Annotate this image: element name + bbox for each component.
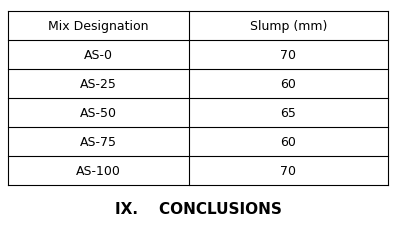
Text: 60: 60 <box>280 78 296 91</box>
Text: AS-0: AS-0 <box>84 49 113 62</box>
Text: AS-50: AS-50 <box>80 106 117 119</box>
Text: 60: 60 <box>280 135 296 148</box>
Text: Slump (mm): Slump (mm) <box>249 20 327 33</box>
Text: 70: 70 <box>280 164 296 177</box>
Text: 70: 70 <box>280 49 296 62</box>
Text: Mix Designation: Mix Designation <box>48 20 148 33</box>
Text: AS-75: AS-75 <box>80 135 117 148</box>
Text: AS-100: AS-100 <box>76 164 121 177</box>
Text: IX.    CONCLUSIONS: IX. CONCLUSIONS <box>114 202 282 217</box>
Text: 65: 65 <box>280 106 296 119</box>
Text: AS-25: AS-25 <box>80 78 117 91</box>
